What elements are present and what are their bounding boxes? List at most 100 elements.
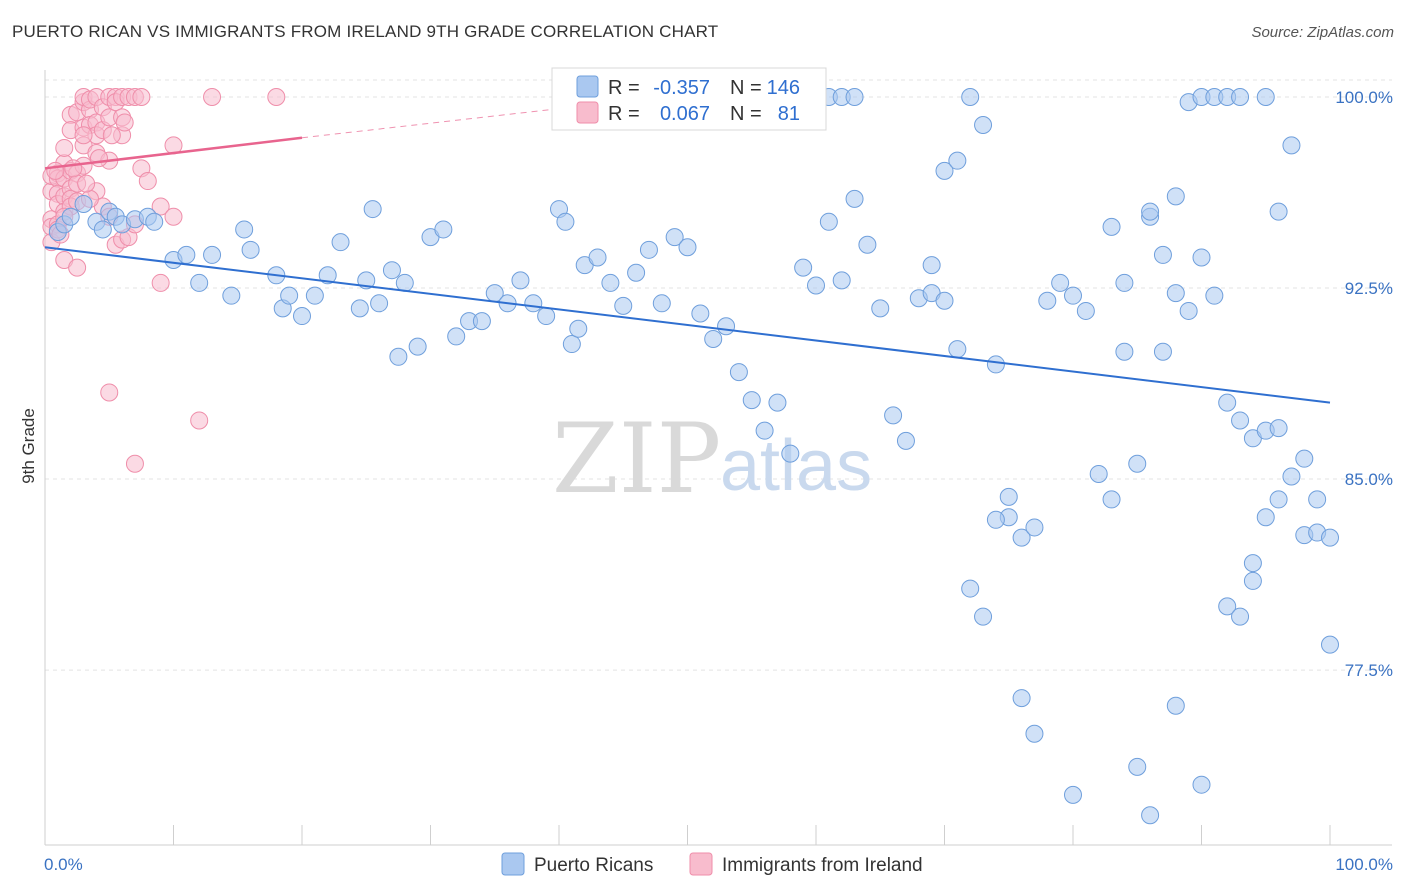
point-puerto-rican-18 [241, 240, 260, 259]
point-puerto-rican-15 [203, 245, 222, 264]
point-puerto-rican-53 [639, 240, 658, 259]
point-puerto-rican-60 [729, 363, 748, 382]
point-puerto-rican-28 [363, 200, 382, 219]
y-tick-label-2: 85.0% [1345, 470, 1393, 489]
watermark: ZIP atlas [552, 403, 872, 515]
point-puerto-rican-133 [1256, 508, 1275, 527]
point-puerto-rican-31 [389, 347, 408, 366]
point-puerto-rican-102 [1269, 202, 1288, 221]
point-puerto-rican-117 [935, 291, 954, 310]
legend-n-value-2: 81 [778, 103, 800, 125]
point-puerto-rican-147 [1218, 393, 1237, 412]
point-puerto-rican-129 [1192, 775, 1211, 794]
point-puerto-rican-62 [755, 421, 774, 440]
point-puerto-rican-29 [370, 294, 389, 313]
point-puerto-rican-100 [1243, 571, 1262, 590]
axes [44, 70, 1392, 846]
point-ireland-60 [151, 197, 170, 216]
bottom-legend-label-puerto-ricans: Puerto Ricans [534, 855, 653, 876]
point-puerto-rican-109 [845, 88, 864, 106]
point-ireland-74 [64, 159, 83, 178]
point-puerto-rican-11 [145, 212, 164, 231]
point-puerto-rican-42 [524, 294, 543, 313]
point-puerto-rican-131 [1231, 607, 1250, 626]
point-puerto-rican-101 [1256, 88, 1275, 106]
point-puerto-rican-94 [1166, 187, 1185, 206]
point-puerto-rican-139 [1102, 217, 1121, 236]
point-puerto-rican-106 [1321, 635, 1339, 654]
point-puerto-rican-87 [1076, 301, 1095, 320]
point-puerto-rican-83 [1025, 518, 1044, 537]
y-tick-label-1: 92.5% [1345, 279, 1393, 298]
point-puerto-rican-41 [511, 271, 530, 290]
point-puerto-rican-64 [781, 444, 800, 463]
point-puerto-rican-36 [447, 327, 466, 346]
point-ireland-62 [164, 207, 183, 226]
watermark-atlas: atlas [720, 426, 872, 506]
point-puerto-rican-91 [1128, 454, 1147, 473]
point-ireland-73 [267, 88, 286, 106]
point-puerto-rican-70 [858, 235, 877, 254]
y-tick-labels: 100.0% 92.5% 85.0% 77.5% [1335, 88, 1393, 680]
point-puerto-rican-58 [704, 329, 723, 348]
point-puerto-rican-132 [1243, 554, 1262, 573]
point-puerto-rican-2 [61, 207, 80, 226]
point-puerto-rican-76 [935, 161, 954, 180]
bottom-legend-label-immigrants-ireland: Immigrants from Ireland [722, 855, 923, 876]
x-tick-labels: 0.0% 100.0% [44, 855, 1393, 874]
point-puerto-rican-84 [1038, 291, 1057, 310]
x-tick-label-end: 100.0% [1335, 855, 1393, 874]
point-ireland-63 [74, 126, 93, 145]
point-ireland-72 [203, 88, 222, 106]
point-ireland-65 [68, 258, 87, 277]
point-ireland-69 [125, 454, 144, 473]
point-puerto-rican-77 [948, 151, 967, 170]
point-ireland-61 [151, 273, 170, 292]
point-ireland-75 [77, 174, 96, 193]
y-tick-label-0: 100.0% [1335, 88, 1393, 107]
point-puerto-rican-71 [871, 299, 890, 318]
legend-swatch-pink [576, 101, 599, 124]
point-puerto-rican-45 [556, 212, 575, 231]
point-puerto-rican-141 [1141, 202, 1160, 221]
point-puerto-rican-24 [318, 266, 337, 285]
point-puerto-rican-57 [691, 304, 710, 323]
point-puerto-rican-140 [1115, 273, 1134, 292]
point-puerto-rican-65 [794, 258, 813, 277]
point-puerto-rican-143 [1166, 284, 1185, 303]
point-puerto-rican-142 [1153, 245, 1172, 264]
point-puerto-rican-55 [665, 228, 684, 247]
point-ireland-78 [115, 113, 134, 132]
legend-n-value-1: 146 [767, 77, 800, 99]
point-puerto-rican-35 [434, 220, 453, 239]
point-puerto-rican-33 [408, 337, 427, 356]
point-puerto-rican-3 [74, 194, 93, 213]
point-puerto-rican-135 [1282, 467, 1301, 486]
point-puerto-rican-32 [395, 273, 414, 292]
point-puerto-rican-67 [819, 212, 838, 231]
point-puerto-rican-127 [1141, 806, 1160, 825]
point-puerto-rican-61 [742, 391, 761, 410]
point-puerto-rican-90 [1115, 342, 1134, 361]
point-puerto-rican-26 [350, 299, 369, 318]
point-puerto-rican-46 [562, 335, 581, 354]
point-puerto-rican-122 [999, 487, 1018, 506]
bottom-legend: Puerto Ricans Immigrants from Ireland [501, 852, 923, 876]
point-puerto-rican-145 [1192, 248, 1211, 267]
point-puerto-rican-63 [768, 393, 787, 412]
legend-n-label-2: N = [730, 103, 762, 125]
x-tick-label-start: 0.0% [44, 855, 83, 874]
point-puerto-rican-72 [884, 406, 903, 425]
point-puerto-rican-79 [974, 116, 993, 135]
point-puerto-rican-136 [1295, 449, 1314, 468]
point-puerto-rican-89 [1102, 490, 1121, 509]
point-puerto-rican-134 [1269, 490, 1288, 509]
point-ireland-76 [89, 149, 108, 168]
watermark-zip: ZIP [552, 403, 721, 515]
point-puerto-rican-88 [1089, 464, 1108, 483]
point-ireland-50 [132, 88, 151, 106]
point-puerto-rican-22 [293, 307, 311, 326]
point-puerto-rican-66 [807, 276, 825, 295]
point-puerto-rican-119 [961, 579, 980, 598]
point-ireland-59 [138, 172, 157, 191]
